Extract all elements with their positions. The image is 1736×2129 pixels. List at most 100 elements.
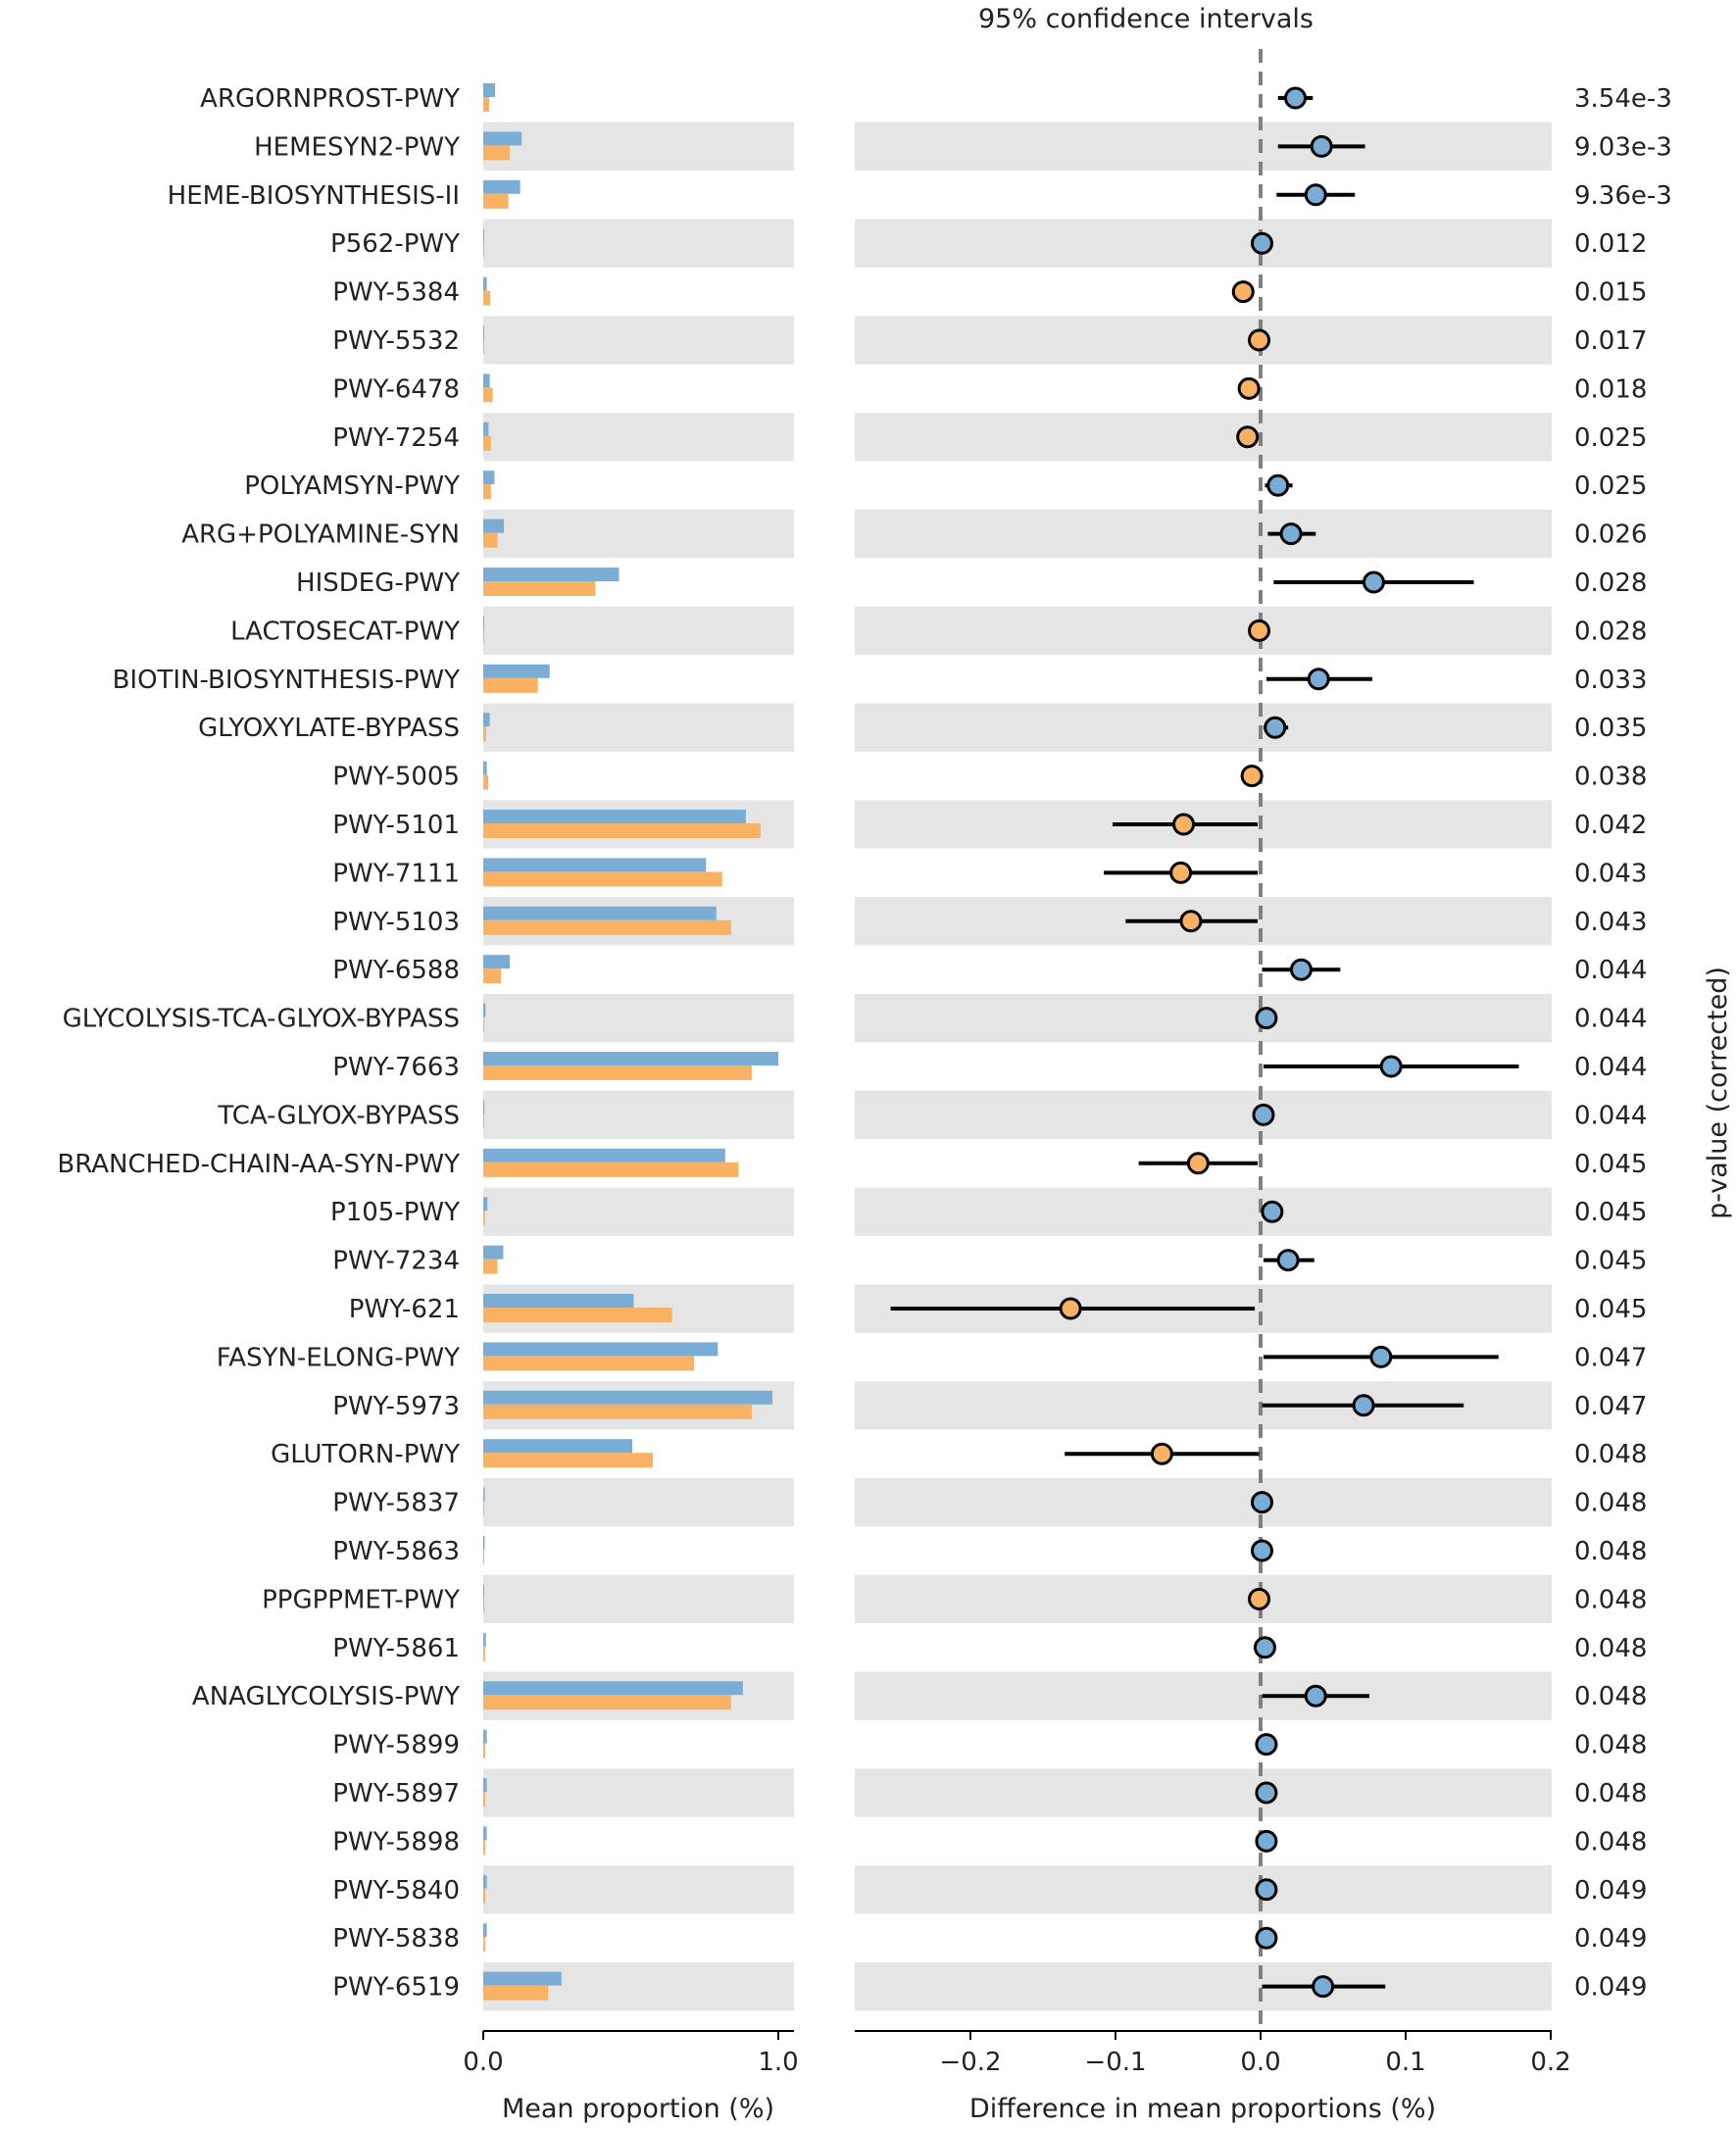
row-stripe-right (855, 993, 1552, 1043)
bar-orange (483, 1840, 486, 1856)
bar-orange (483, 1646, 485, 1661)
pathway-label: HISDEG-PWY (296, 569, 460, 598)
pvalue-label: 9.03e-3 (1574, 132, 1672, 162)
diff-point (1250, 231, 1273, 255)
pathway-label: GLUTORN-PWY (271, 1440, 460, 1469)
row-stripe-right (855, 1865, 1552, 1914)
bar-orange (483, 1065, 752, 1080)
diff-point (1231, 280, 1255, 304)
pathway-labels: ARGORNPROST-PWY HEMESYN2-PWY HEME-BIOSYNTH… (57, 84, 460, 2003)
row-stripe-left (483, 993, 794, 1043)
pvalue-label: 0.026 (1574, 520, 1647, 550)
row-stripe-right (855, 606, 1552, 656)
bar-blue (483, 810, 746, 823)
bar-orange (483, 1308, 672, 1322)
bar-orange (483, 1114, 484, 1129)
bar-orange (483, 1501, 484, 1516)
bar-blue (483, 1148, 725, 1163)
right-tick-label: 0.2 (1530, 2048, 1570, 2077)
bar-orange (483, 968, 502, 984)
pvalue-label: 0.048 (1574, 1440, 1647, 1469)
bar-blue (483, 421, 489, 436)
pvalue-label: 0.028 (1574, 617, 1647, 646)
pathway-label: BIOTIN-BIOSYNTHESIS-PWY (113, 666, 461, 695)
pvalue-label: 3.54e-3 (1574, 84, 1672, 114)
bar-orange (483, 823, 761, 838)
pathway-label: P105-PWY (330, 1198, 460, 1227)
pathway-label: PWY-621 (349, 1295, 460, 1324)
pvalue-label: 0.025 (1574, 471, 1647, 501)
pvalue-label: 9.36e-3 (1574, 181, 1672, 211)
pvalue-label: 0.045 (1574, 1247, 1647, 1276)
diff-point (1237, 376, 1261, 400)
diff-point (1307, 668, 1330, 691)
diff-point (1169, 861, 1193, 884)
pvalue-label: 0.017 (1574, 326, 1647, 356)
pvalue-label: 0.048 (1574, 1489, 1647, 1518)
bar-orange (483, 1404, 752, 1419)
pvalue-label: 0.038 (1574, 763, 1647, 792)
bar-blue (483, 1536, 485, 1550)
pathway-label: ANAGLYCOLYSIS-PWY (192, 1682, 460, 1711)
diff-point (1304, 1684, 1327, 1708)
pvalue-label: 0.025 (1574, 423, 1647, 453)
bar-orange (483, 1016, 485, 1032)
bar-blue (483, 616, 484, 630)
bar-blue (483, 276, 487, 291)
bar-orange (483, 1985, 549, 2001)
confidence-intervals (890, 86, 1519, 1999)
row-stripe-right (855, 1477, 1552, 1527)
pvalue-label: 0.048 (1574, 1827, 1647, 1857)
pvalue-label: 0.048 (1574, 1634, 1647, 1663)
pvalue-label: 0.043 (1574, 859, 1647, 888)
diff-point (1236, 425, 1260, 449)
bar-blue (483, 568, 620, 581)
diff-point (1310, 134, 1333, 158)
bar-orange (483, 726, 487, 742)
pathway-label: PWY-5838 (332, 1924, 460, 1954)
bar-blue (483, 373, 490, 388)
bar-orange (483, 1356, 695, 1371)
pvalue-label: 0.045 (1574, 1150, 1647, 1179)
row-stripe-left (483, 316, 794, 365)
bar-blue (483, 1923, 487, 1938)
diff-point (1264, 716, 1287, 739)
bar-orange (483, 1259, 498, 1274)
pvalue-label: 0.047 (1574, 1343, 1647, 1372)
bar-blue (483, 1003, 486, 1017)
pvalue-label: 0.047 (1574, 1392, 1647, 1421)
bar-orange (483, 484, 491, 500)
diff-point (1279, 522, 1303, 546)
p-values: 3.54e-3 9.03e-3 9.36e-3 0.012 0.015 0.017 0.01… (1574, 84, 1672, 2003)
pvalue-label: 0.042 (1574, 811, 1647, 840)
bar-orange (483, 1743, 486, 1758)
bar-blue (483, 1826, 487, 1841)
pathway-label: PWY-5898 (332, 1827, 460, 1857)
bar-orange (483, 1695, 731, 1710)
bar-blue (483, 955, 511, 969)
pathway-label: ARG+POLYAMINE-SYN (181, 520, 460, 550)
pathway-label: PWY-7234 (332, 1247, 460, 1276)
row-stripe-right (855, 1090, 1552, 1140)
bar-orange (483, 774, 489, 790)
row-stripe-left (483, 1090, 794, 1140)
row-stripe-right (855, 413, 1552, 462)
bar-orange (483, 193, 509, 209)
pathway-label: LACTOSECAT-PWY (230, 617, 460, 646)
pvalue-label: 0.044 (1574, 956, 1647, 985)
pathway-label: GLYCOLYSIS-TCA-GLYOX-BYPASS (63, 1005, 460, 1034)
row-stripe-left (483, 413, 794, 462)
bar-blue (483, 1439, 633, 1454)
diff-point (1379, 1055, 1403, 1078)
bar-blue (483, 906, 717, 920)
right-tick-label: 0.1 (1385, 2048, 1425, 2077)
bar-blue (483, 1487, 485, 1502)
bar-blue (483, 713, 490, 727)
pathway-label: FASYN-ELONG-PWY (217, 1343, 460, 1372)
row-stripe-right (855, 1961, 1552, 2011)
pathway-label: ARGORNPROST-PWY (200, 84, 460, 114)
pathway-label: TCA-GLYOX-BYPASS (217, 1101, 460, 1130)
bar-blue (483, 1632, 486, 1647)
bar-orange (483, 290, 491, 306)
diff-point (1150, 1442, 1173, 1465)
